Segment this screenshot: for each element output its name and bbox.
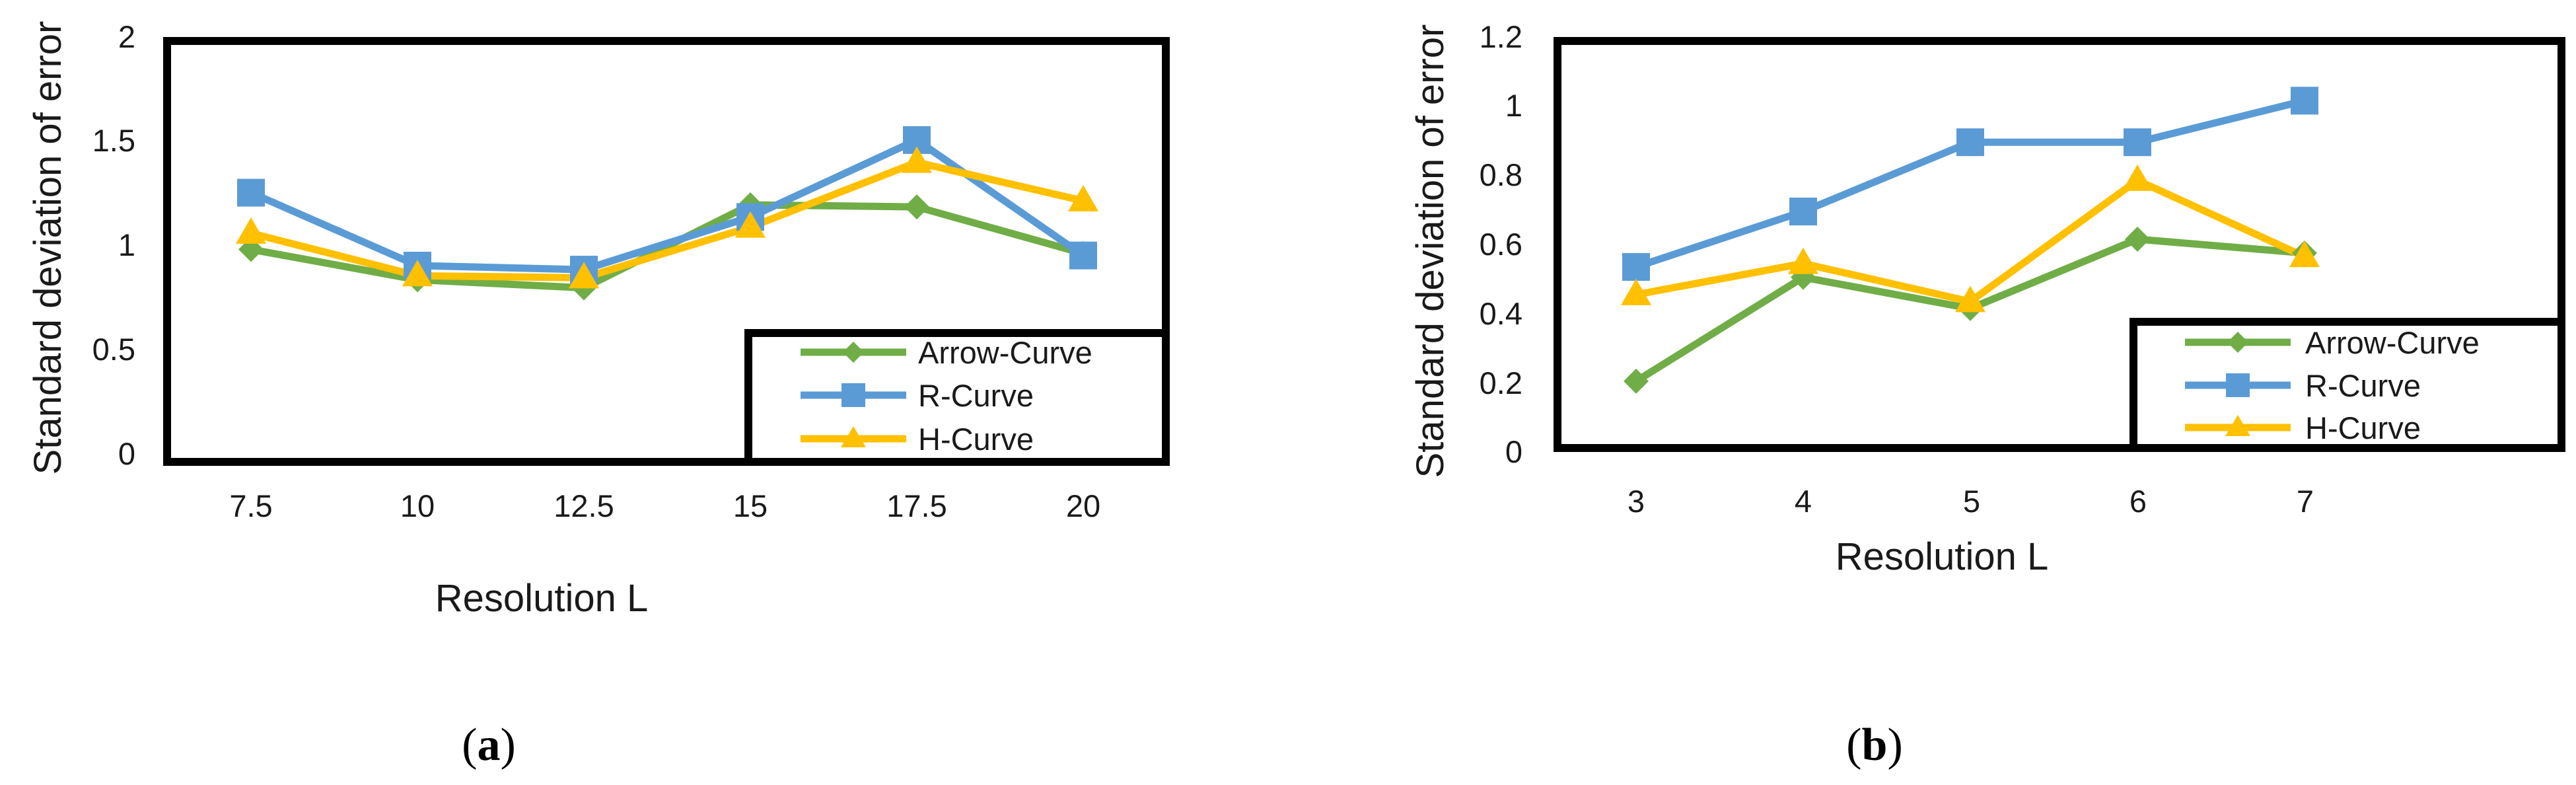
chart-b-point-r-curve [1789, 198, 1817, 226]
chart-a-xtick: 15 [733, 488, 768, 523]
chart-b-point-r-curve [2291, 87, 2318, 115]
chart-a-point-r-curve [1069, 241, 1097, 270]
chart-b-point-r-curve [1956, 128, 1984, 157]
chart-b-y-axis-title: Standard deviation of error [1409, 24, 1452, 478]
chart-b-legend-label-arrow: Arrow-Curve [2305, 325, 2480, 360]
chart-a-y-axis-title: Standard deviation of error [26, 21, 69, 475]
chart-b-ytick: 0 [1505, 434, 1522, 469]
chart-b-ytick: 0.6 [1480, 227, 1522, 262]
chart-a-caption: (a) [462, 720, 516, 770]
chart-b-legend-label-h: H-Curve [2305, 410, 2421, 445]
chart-a-legend-label-h: H-Curve [918, 422, 1034, 457]
chart-a-point-h-curve [1068, 184, 1098, 211]
chart-a-point-h-curve [236, 217, 266, 244]
chart-b-ytick: 1 [1505, 88, 1522, 123]
chart-a-y-ticks: 0 0.5 1 1.5 2 [92, 19, 135, 471]
chart-a-ytick: 1 [118, 227, 135, 262]
chart-a-legend-marker-h [841, 426, 866, 447]
chart-b-legend-marker-r [2226, 373, 2250, 397]
chart-b-point-arrow-curve [1624, 368, 1649, 394]
chart-a-point-h-curve [569, 262, 599, 289]
chart-b-ytick: 0.2 [1480, 365, 1522, 400]
chart-a-series [236, 126, 1098, 301]
chart-a-ytick: 2 [118, 19, 135, 54]
chart-a-point-h-curve [402, 260, 433, 287]
chart-b-point-r-curve [1622, 252, 1650, 281]
chart-a-xtick: 20 [1066, 488, 1100, 523]
chart-b-series [1621, 87, 2320, 394]
chart-a-xtick: 17.5 [886, 488, 947, 523]
chart-b: 0 0.2 0.4 0.6 0.8 1 1.2 3 4 5 6 7 Standa… [1409, 19, 2565, 770]
chart-a-xtick: 12.5 [554, 488, 614, 523]
chart-b-caption-letter: b [1862, 720, 1888, 770]
chart-a-caption-paren-close: ) [501, 720, 516, 770]
chart-a-legend-item-arrow: Arrow-Curve [801, 335, 1092, 370]
chart-a-xtick: 10 [400, 488, 435, 523]
chart-b-legend-item-arrow: Arrow-Curve [2185, 325, 2480, 360]
chart-a-caption-paren-open: ( [462, 720, 477, 770]
chart-b-legend-marker-arrow [2227, 332, 2248, 353]
chart-a-point-h-curve [735, 211, 766, 238]
chart-a-ytick: 0.5 [92, 332, 135, 367]
chart-a: 0 0.5 1 1.5 2 7.5 10 12.5 15 17.5 20 Sta… [26, 19, 1170, 770]
chart-a-legend-marker-arrow [843, 342, 864, 363]
chart-b-legend-marker-h [2225, 415, 2250, 436]
chart-b-ytick: 1.2 [1480, 19, 1522, 54]
chart-b-point-r-curve [2124, 128, 2151, 157]
chart-a-caption-letter: a [478, 720, 501, 770]
chart-a-point-r-curve [237, 178, 265, 207]
chart-a-legend-label-arrow: Arrow-Curve [918, 335, 1092, 370]
chart-b-legend-item-r: R-Curve [2185, 368, 2421, 403]
chart-b-point-h-curve [2289, 241, 2320, 268]
chart-b-ytick: 0.8 [1480, 157, 1522, 192]
chart-a-legend: Arrow-Curve R-Curve H-Curve [744, 329, 1170, 466]
chart-b-xtick: 3 [1628, 484, 1645, 519]
chart-b-ytick: 0.4 [1480, 296, 1522, 331]
chart-a-point-arrow-curve [904, 194, 929, 220]
chart-b-legend-label-r: R-Curve [2305, 368, 2421, 403]
chart-a-legend-item-r: R-Curve [801, 378, 1034, 413]
chart-b-point-h-curve [1788, 247, 1818, 274]
chart-a-ytick: 0 [118, 436, 135, 471]
chart-a-legend-marker-r [841, 383, 865, 407]
chart-a-ytick: 1.5 [92, 123, 135, 158]
chart-a-point-h-curve [902, 146, 932, 173]
chart-b-xtick: 4 [1795, 484, 1812, 519]
chart-a-xtick: 7.5 [229, 488, 272, 523]
chart-b-caption: (b) [1846, 720, 1903, 770]
chart-b-point-h-curve [1621, 278, 1651, 305]
chart-a-plot-frame [163, 37, 1170, 466]
chart-b-point-h-curve [1955, 285, 1986, 313]
chart-b-legend: Arrow-Curve R-Curve H-Curve [2129, 318, 2565, 452]
chart-b-point-h-curve [2122, 164, 2153, 191]
chart-a-line-h-curve [247, 159, 1087, 281]
chart-b-xtick: 6 [2129, 484, 2147, 519]
chart-b-x-ticks: 3 4 5 6 7 [1628, 484, 2314, 519]
chart-b-caption-paren-close: ) [1887, 720, 1902, 770]
chart-b-plot-frame [1554, 37, 2565, 452]
chart-b-xtick: 5 [1963, 484, 1980, 519]
chart-b-legend-item-h: H-Curve [2185, 410, 2421, 445]
chart-b-caption-paren-open: ( [1846, 720, 1861, 770]
chart-b-x-axis-title: Resolution L [1836, 535, 2048, 578]
chart-a-x-axis-title: Resolution L [435, 577, 648, 620]
chart-b-y-ticks: 0 0.2 0.4 0.6 0.8 1 1.2 [1480, 19, 1522, 469]
chart-a-legend-item-h: H-Curve [801, 422, 1034, 457]
chart-b-xtick: 7 [2297, 484, 2314, 519]
chart-a-line-r-curve [247, 136, 1087, 274]
chart-a-legend-label-r: R-Curve [918, 378, 1034, 413]
chart-b-line-h-curve [1632, 176, 2308, 305]
chart-a-x-ticks: 7.5 10 12.5 15 17.5 20 [229, 488, 1100, 523]
chart-b-point-arrow-curve [2125, 227, 2150, 252]
